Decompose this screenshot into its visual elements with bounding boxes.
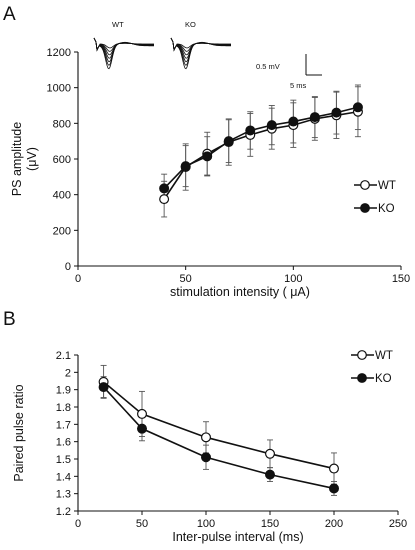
legend-b-wt-label: WT [375,350,393,362]
legend-a-ko-marker [360,203,370,213]
ko-trace [170,37,231,70]
inset-ko-label: KO [185,20,196,29]
ko-data-point [159,183,170,194]
chart-b: 0 50 100 150 200 250 1.2 1.3 1.4 1.5 1.6 1.7 1.8 1.9 2… [12,350,407,544]
legend-b-ko-marker [357,373,367,383]
wt-data-point [201,432,212,443]
chart-b-x-title: Inter-pulse interval (ms) [172,530,303,544]
chart-a-y-title-line2: (μV) [25,147,39,171]
ko-series-line [103,386,335,490]
x-tick-label: 150 [392,273,410,285]
y-tick-label: 2 [65,367,71,379]
legend-a-ko-label: KO [378,203,395,215]
x-tick-label: 250 [389,518,407,530]
ko-data-point [202,151,213,162]
y-tick-label: 1200 [47,47,71,59]
ko-data-point [223,136,234,147]
ko-data-point [201,452,212,463]
x-tick-label: 150 [261,518,279,530]
inset-wt-label: WT [112,20,124,29]
chart-a-series [159,84,363,218]
chart-b-y-title: Paired pulse ratio [12,384,26,481]
y-tick-label: 1.2 [56,506,71,518]
x-tick-label: 50 [136,518,148,530]
wt-data-point [159,194,170,205]
y-tick-label: 600 [53,154,71,166]
y-tick-label: 1.6 [56,437,71,449]
y-tick-label: 1.8 [56,402,71,414]
ko-data-point [265,469,276,480]
ps-trace-inset: WT KO 0.5 mV 5 ms [93,20,322,90]
ko-series-line [163,106,359,189]
legend-b-ko-label: KO [375,373,392,385]
scale-voltage-label: 0.5 mV [256,62,280,71]
ko-data-point [180,161,191,172]
ko-data-point [329,483,340,494]
legend-b-wt-marker [357,350,367,360]
ko-traces [170,37,231,70]
wt-data-point [329,463,340,474]
chart-a-x-title: stimulation intensity ( μA) [170,285,310,299]
ko-data-point [352,102,363,113]
ko-data-point [137,423,148,434]
x-tick-label: 50 [180,273,192,285]
ko-data-point [245,125,256,136]
chart-a-ticks: 0 50 100 150 0 200 400 600 800 1000 1200 [47,47,411,285]
panel-b-letter: B [3,309,16,330]
x-tick-label: 0 [75,518,81,530]
ko-data-point [309,112,320,123]
panel-a-letter: A [3,4,16,25]
y-tick-label: 1.5 [56,454,71,466]
ko-data-point [288,116,299,127]
chart-b-legend: WT KO [351,350,393,385]
y-tick-label: 1.7 [56,419,71,431]
wt-trace [93,37,154,70]
chart-b-series [98,364,340,496]
y-tick-label: 400 [53,190,71,202]
wt-traces [93,37,154,70]
y-tick-label: 1.3 [56,489,71,501]
chart-b-ticks: 0 50 100 150 200 250 1.2 1.3 1.4 1.5 1.6 1.7 1.8 1.9 2… [56,350,407,530]
x-tick-label: 0 [75,273,81,285]
y-tick-label: 1000 [47,83,71,95]
ko-data-point [331,107,342,118]
x-tick-label: 100 [284,273,302,285]
x-tick-label: 200 [325,518,343,530]
legend-a-wt-marker [360,180,370,190]
chart-a-y-title-line1: PS amplitude [10,122,24,196]
scale-time-label: 5 ms [290,81,307,90]
y-tick-label: 0 [65,261,71,273]
chart-a: 0 50 100 150 0 200 400 600 800 1000 1200 stimulati… [10,47,410,299]
wt-series-line [163,110,359,200]
y-tick-label: 1.4 [56,471,71,483]
ko-data-point [98,382,109,393]
y-tick-label: 800 [53,118,71,130]
y-tick-label: 200 [53,225,71,237]
y-tick-label: 2.1 [56,350,71,362]
legend-a-wt-label: WT [378,180,396,192]
y-tick-label: 1.9 [56,385,71,397]
x-tick-label: 100 [197,518,215,530]
wt-data-point [137,408,148,419]
chart-a-legend: WT KO [354,180,396,215]
ko-data-point [266,120,277,131]
wt-data-point [265,448,276,459]
